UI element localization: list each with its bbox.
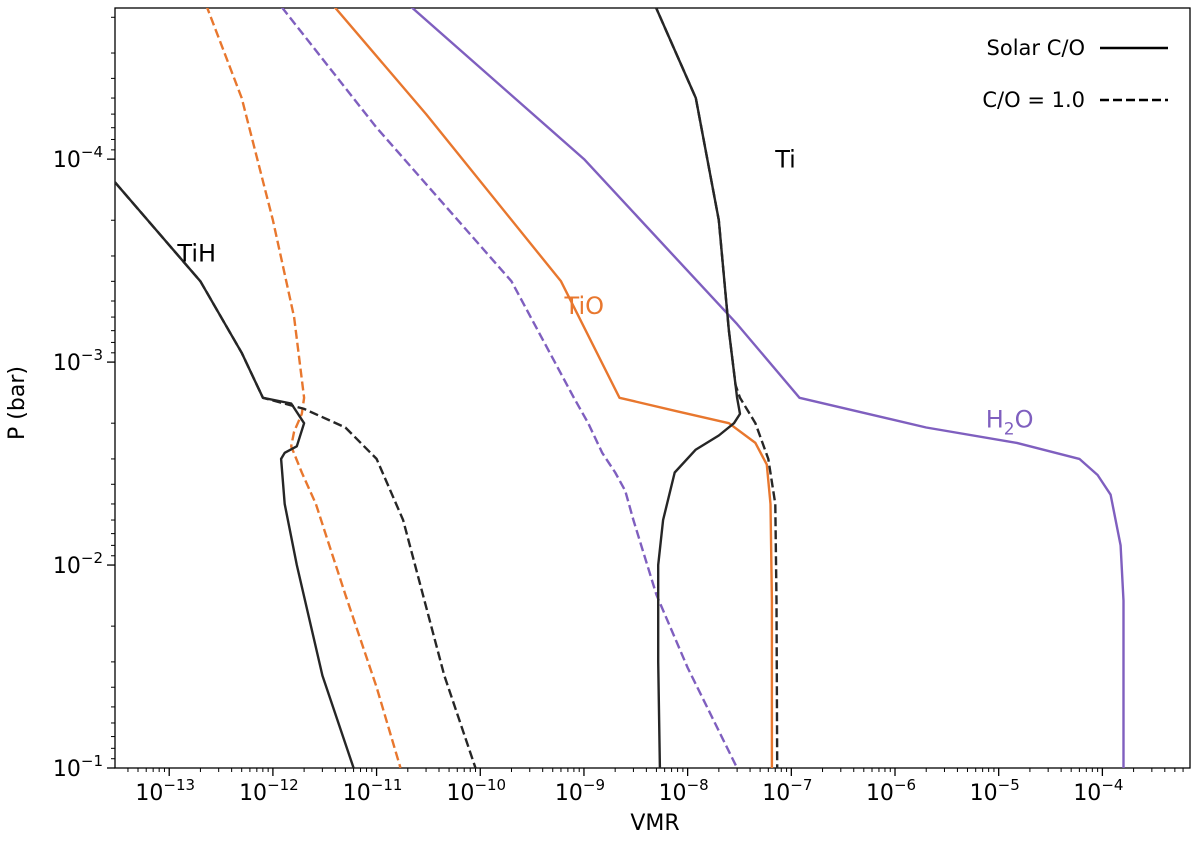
- x-tick-label: 10−4: [1073, 776, 1123, 806]
- y-tick-label: 10−3: [53, 346, 103, 376]
- x-tick-label: 10−5: [970, 776, 1020, 806]
- legend-label: Solar C/O: [987, 36, 1085, 60]
- x-tick-label: 10−8: [659, 776, 709, 806]
- annotation-layer: TiH Ti TiO H2O: [176, 146, 1033, 440]
- x-tick-label: 10−11: [343, 776, 403, 806]
- series-line-h2o-solar: [410, 8, 1125, 768]
- series-annotation: H2O: [986, 405, 1034, 439]
- y-tick-label: 10−2: [53, 549, 103, 579]
- series-annotation: TiO: [564, 292, 604, 320]
- y-tick-label: 10−1: [53, 752, 103, 782]
- x-tick-label: 10−9: [555, 776, 605, 806]
- series-line-h2o-co1: [280, 8, 739, 768]
- series-line-tio-solar: [333, 8, 774, 768]
- series-line-ti-solar: [654, 8, 742, 768]
- x-tick-label: 10−12: [239, 776, 299, 806]
- y-tick-label: 10−4: [53, 143, 103, 173]
- legend: Solar C/O C/O = 1.0: [982, 36, 1168, 112]
- series-annotation: TiH: [176, 240, 216, 268]
- series-line-tih-co1: [115, 181, 477, 768]
- series-line-tio-co1: [206, 8, 402, 768]
- x-tick-label: 10−6: [866, 776, 916, 806]
- x-axis-label: VMR: [630, 811, 679, 836]
- plot-frame: [114, 7, 1191, 769]
- series-layer: [115, 8, 1125, 768]
- x-tick-label: 10−7: [762, 776, 812, 806]
- series-lines: [115, 8, 1125, 768]
- legend-label: C/O = 1.0: [982, 88, 1085, 112]
- series-annotation: Ti: [774, 146, 796, 174]
- series-line-ti-co1: [654, 8, 779, 768]
- plot-area-border: [114, 7, 1191, 769]
- y-axis-label: P (bar): [5, 366, 30, 440]
- series-line-tih-solar: [115, 181, 355, 768]
- x-tick-label: 10−10: [446, 776, 506, 806]
- x-tick-label: 10−13: [135, 776, 195, 806]
- tick-layer: 10−13 10−12 10−11 10−10 10−9 10−8 10−7 10−6 10−5…: [53, 16, 1184, 806]
